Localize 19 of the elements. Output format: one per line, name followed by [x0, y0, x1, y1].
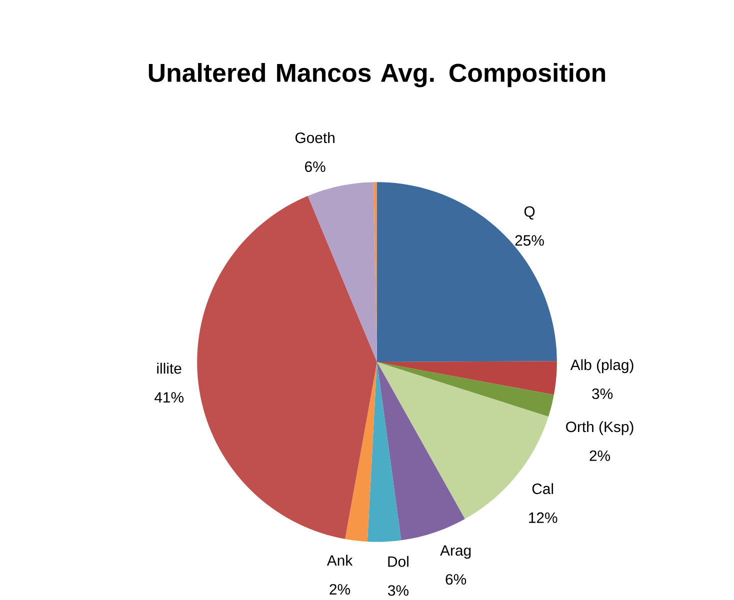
slice-label: Alb (plag) [570, 359, 634, 374]
data-label: 6% [305, 161, 326, 172]
data-label: 2% [590, 450, 610, 461]
slice-label: Dol [388, 556, 408, 567]
data-label: 41% [154, 392, 184, 403]
slice-label: Ank [326, 554, 353, 566]
slice-label: Q [524, 206, 535, 220]
slice-label: illite [157, 362, 182, 374]
chart-title: Unaltered Mancos Avg. Composition [148, 63, 606, 88]
data-label: 3% [592, 388, 613, 399]
slice-label: Goeth [295, 132, 334, 144]
slice-label: Cal [532, 483, 554, 494]
data-label: 12% [529, 512, 558, 523]
data-label: 25% [515, 235, 544, 246]
data-label: 6% [446, 574, 466, 585]
data-label: 3% [388, 585, 408, 596]
slice-label: Orth (Ksp) [566, 421, 634, 436]
data-label: 2% [330, 584, 350, 595]
slice-label: Arag [440, 545, 471, 559]
